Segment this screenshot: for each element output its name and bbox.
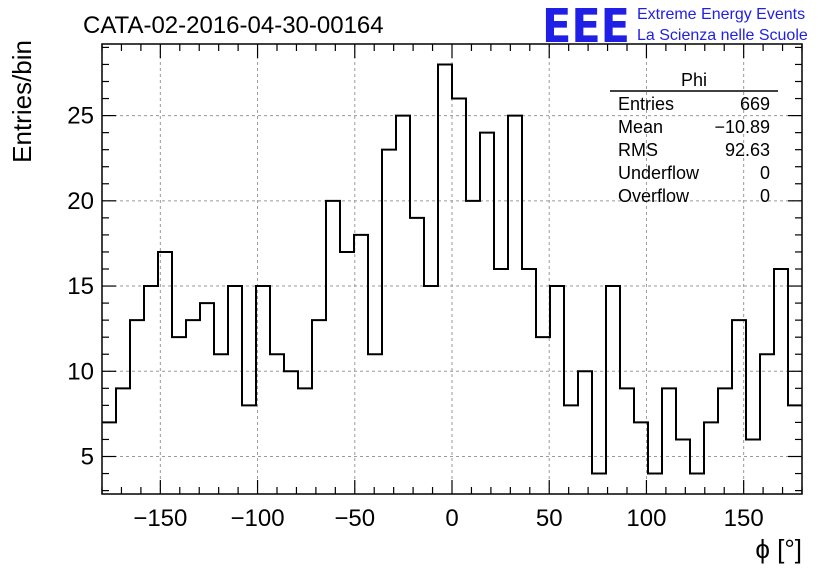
- stats-label-mean: Mean: [618, 117, 663, 137]
- x-tick-label: −100: [231, 505, 285, 532]
- y-tick-label: 20: [67, 188, 94, 215]
- logo-line-1: Extreme Energy Events: [637, 6, 805, 23]
- stats-label-underflow: Underflow: [618, 163, 700, 183]
- y-tick-label: 25: [67, 103, 94, 130]
- x-tick-label: 50: [536, 505, 563, 532]
- y-tick-labels: 5 10 15 20 25: [67, 103, 94, 471]
- stats-value-overflow: 0: [760, 186, 770, 206]
- axis-ticks: [101, 44, 803, 494]
- stats-label-entries: Entries: [618, 94, 674, 114]
- y-axis-title: Entries/bin: [7, 40, 37, 163]
- logo-line-2: La Scienza nelle Scuole: [637, 27, 808, 44]
- x-tick-label: 150: [724, 505, 764, 532]
- grid-lines: [102, 44, 802, 494]
- x-tick-label: −150: [133, 505, 187, 532]
- stats-value-underflow: 0: [760, 163, 770, 183]
- x-tick-label: 0: [445, 505, 458, 532]
- x-tick-label: 100: [626, 505, 666, 532]
- stats-label-overflow: Overflow: [618, 186, 690, 206]
- stats-value-entries: 669: [740, 94, 770, 114]
- y-tick-label: 10: [67, 358, 94, 385]
- stats-value-rms: 92.63: [725, 140, 770, 160]
- stats-label-rms: RMS: [618, 140, 658, 160]
- stats-box: Phi Entries 669 Mean −10.89 RMS 92.63 Un…: [610, 70, 778, 206]
- x-tick-labels: −150 −100 −50 0 50 100 150: [133, 505, 763, 532]
- stats-value-mean: −10.89: [714, 117, 770, 137]
- x-axis-title: ϕ [°]: [755, 534, 802, 564]
- x-tick-label: −50: [334, 505, 375, 532]
- eee-logo-mark: EEE: [542, 0, 630, 53]
- chart-title: CATA-02-2016-04-30-00164: [83, 12, 384, 39]
- stats-name: Phi: [681, 70, 707, 90]
- y-tick-label: 5: [81, 444, 94, 471]
- y-tick-label: 15: [67, 273, 94, 300]
- histogram-line: [102, 63, 802, 475]
